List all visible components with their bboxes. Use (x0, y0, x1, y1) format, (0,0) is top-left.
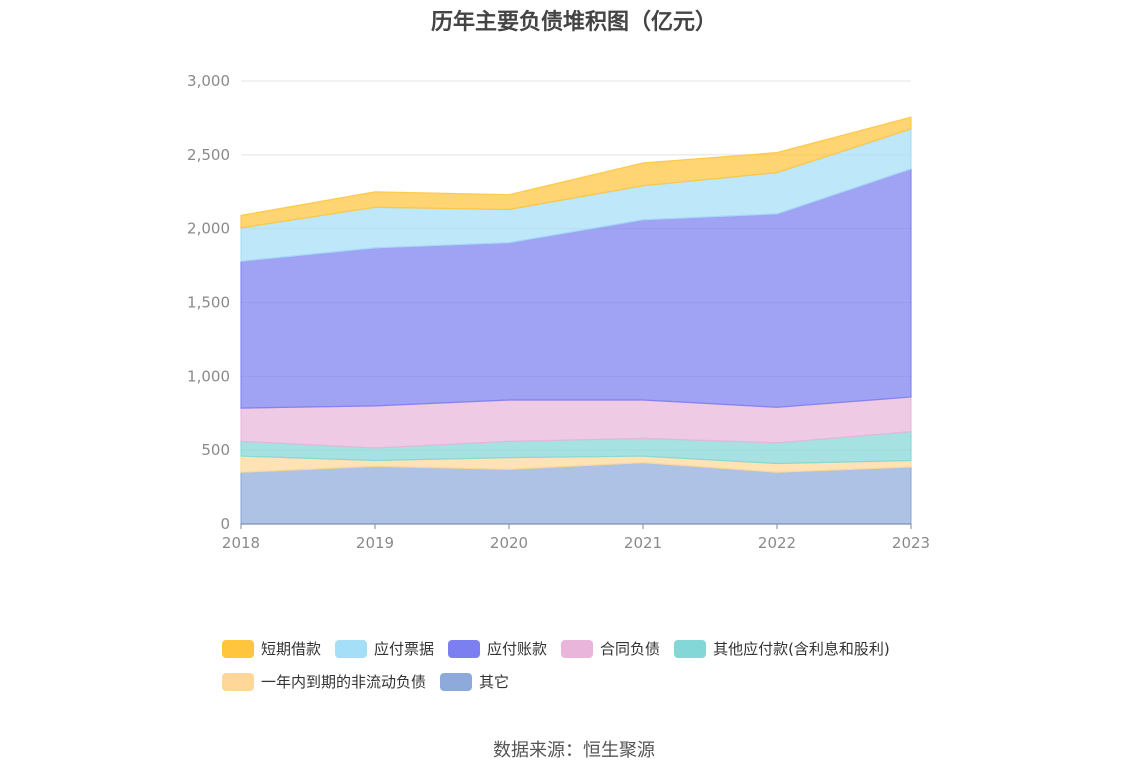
legend-swatch (674, 639, 707, 658)
x-tick-label: 2023 (892, 534, 930, 552)
legend-swatch (222, 639, 254, 658)
series-area (240, 462, 912, 525)
legend-label: 短期借款 (261, 640, 322, 658)
legend-swatch (561, 639, 594, 658)
series-area (240, 116, 912, 229)
y-tick-label: 3,000 (187, 72, 230, 90)
legend-item[interactable]: 其他应付款(含利息和股利) (674, 638, 890, 659)
legend-item[interactable]: 短期借款 (222, 638, 321, 659)
legend-item[interactable]: 其它 (440, 671, 509, 692)
legend-label: 一年内到期的非流动负债 (261, 673, 427, 691)
y-tick-label: 0 (220, 515, 230, 533)
x-tick-label: 2018 (222, 534, 260, 552)
legend-label: 其它 (479, 673, 510, 691)
legend-swatch (440, 672, 473, 691)
chart-title: 历年主要负债堆积图（亿元） (430, 10, 717, 35)
y-tick-label: 1,000 (187, 367, 230, 385)
legend-label: 合同负债 (600, 640, 661, 658)
legend-swatch (222, 672, 254, 691)
legend-label: 应付票据 (374, 640, 435, 658)
legend-item[interactable]: 应付账款 (448, 638, 547, 659)
legend-swatch (335, 639, 368, 658)
x-tick-label: 2019 (356, 534, 394, 552)
x-tick-label: 2022 (758, 534, 796, 552)
y-tick-label: 2,500 (187, 146, 230, 164)
legend-item[interactable]: 合同负债 (561, 638, 660, 659)
legend-label: 应付账款 (487, 640, 548, 658)
legend-item[interactable]: 一年内到期的非流动负债 (222, 671, 426, 692)
y-tick-label: 500 (201, 441, 230, 459)
data-source: 数据来源：恒生聚源 (493, 740, 655, 761)
legend-swatch (448, 639, 481, 658)
x-tick-label: 2021 (624, 534, 662, 552)
y-tick-label: 1,500 (187, 294, 230, 312)
area-series-group (240, 116, 912, 525)
y-tick-label: 2,000 (187, 220, 230, 238)
x-tick-label: 2020 (490, 534, 528, 552)
legend-label: 其他应付款(含利息和股利) (713, 640, 890, 658)
chart-legend: 短期借款 应付票据 应付账款 合同负债 其他应付款(含利息和股利) 一年内到期的非流动负债… (222, 638, 982, 704)
legend-item[interactable]: 应付票据 (335, 638, 434, 659)
